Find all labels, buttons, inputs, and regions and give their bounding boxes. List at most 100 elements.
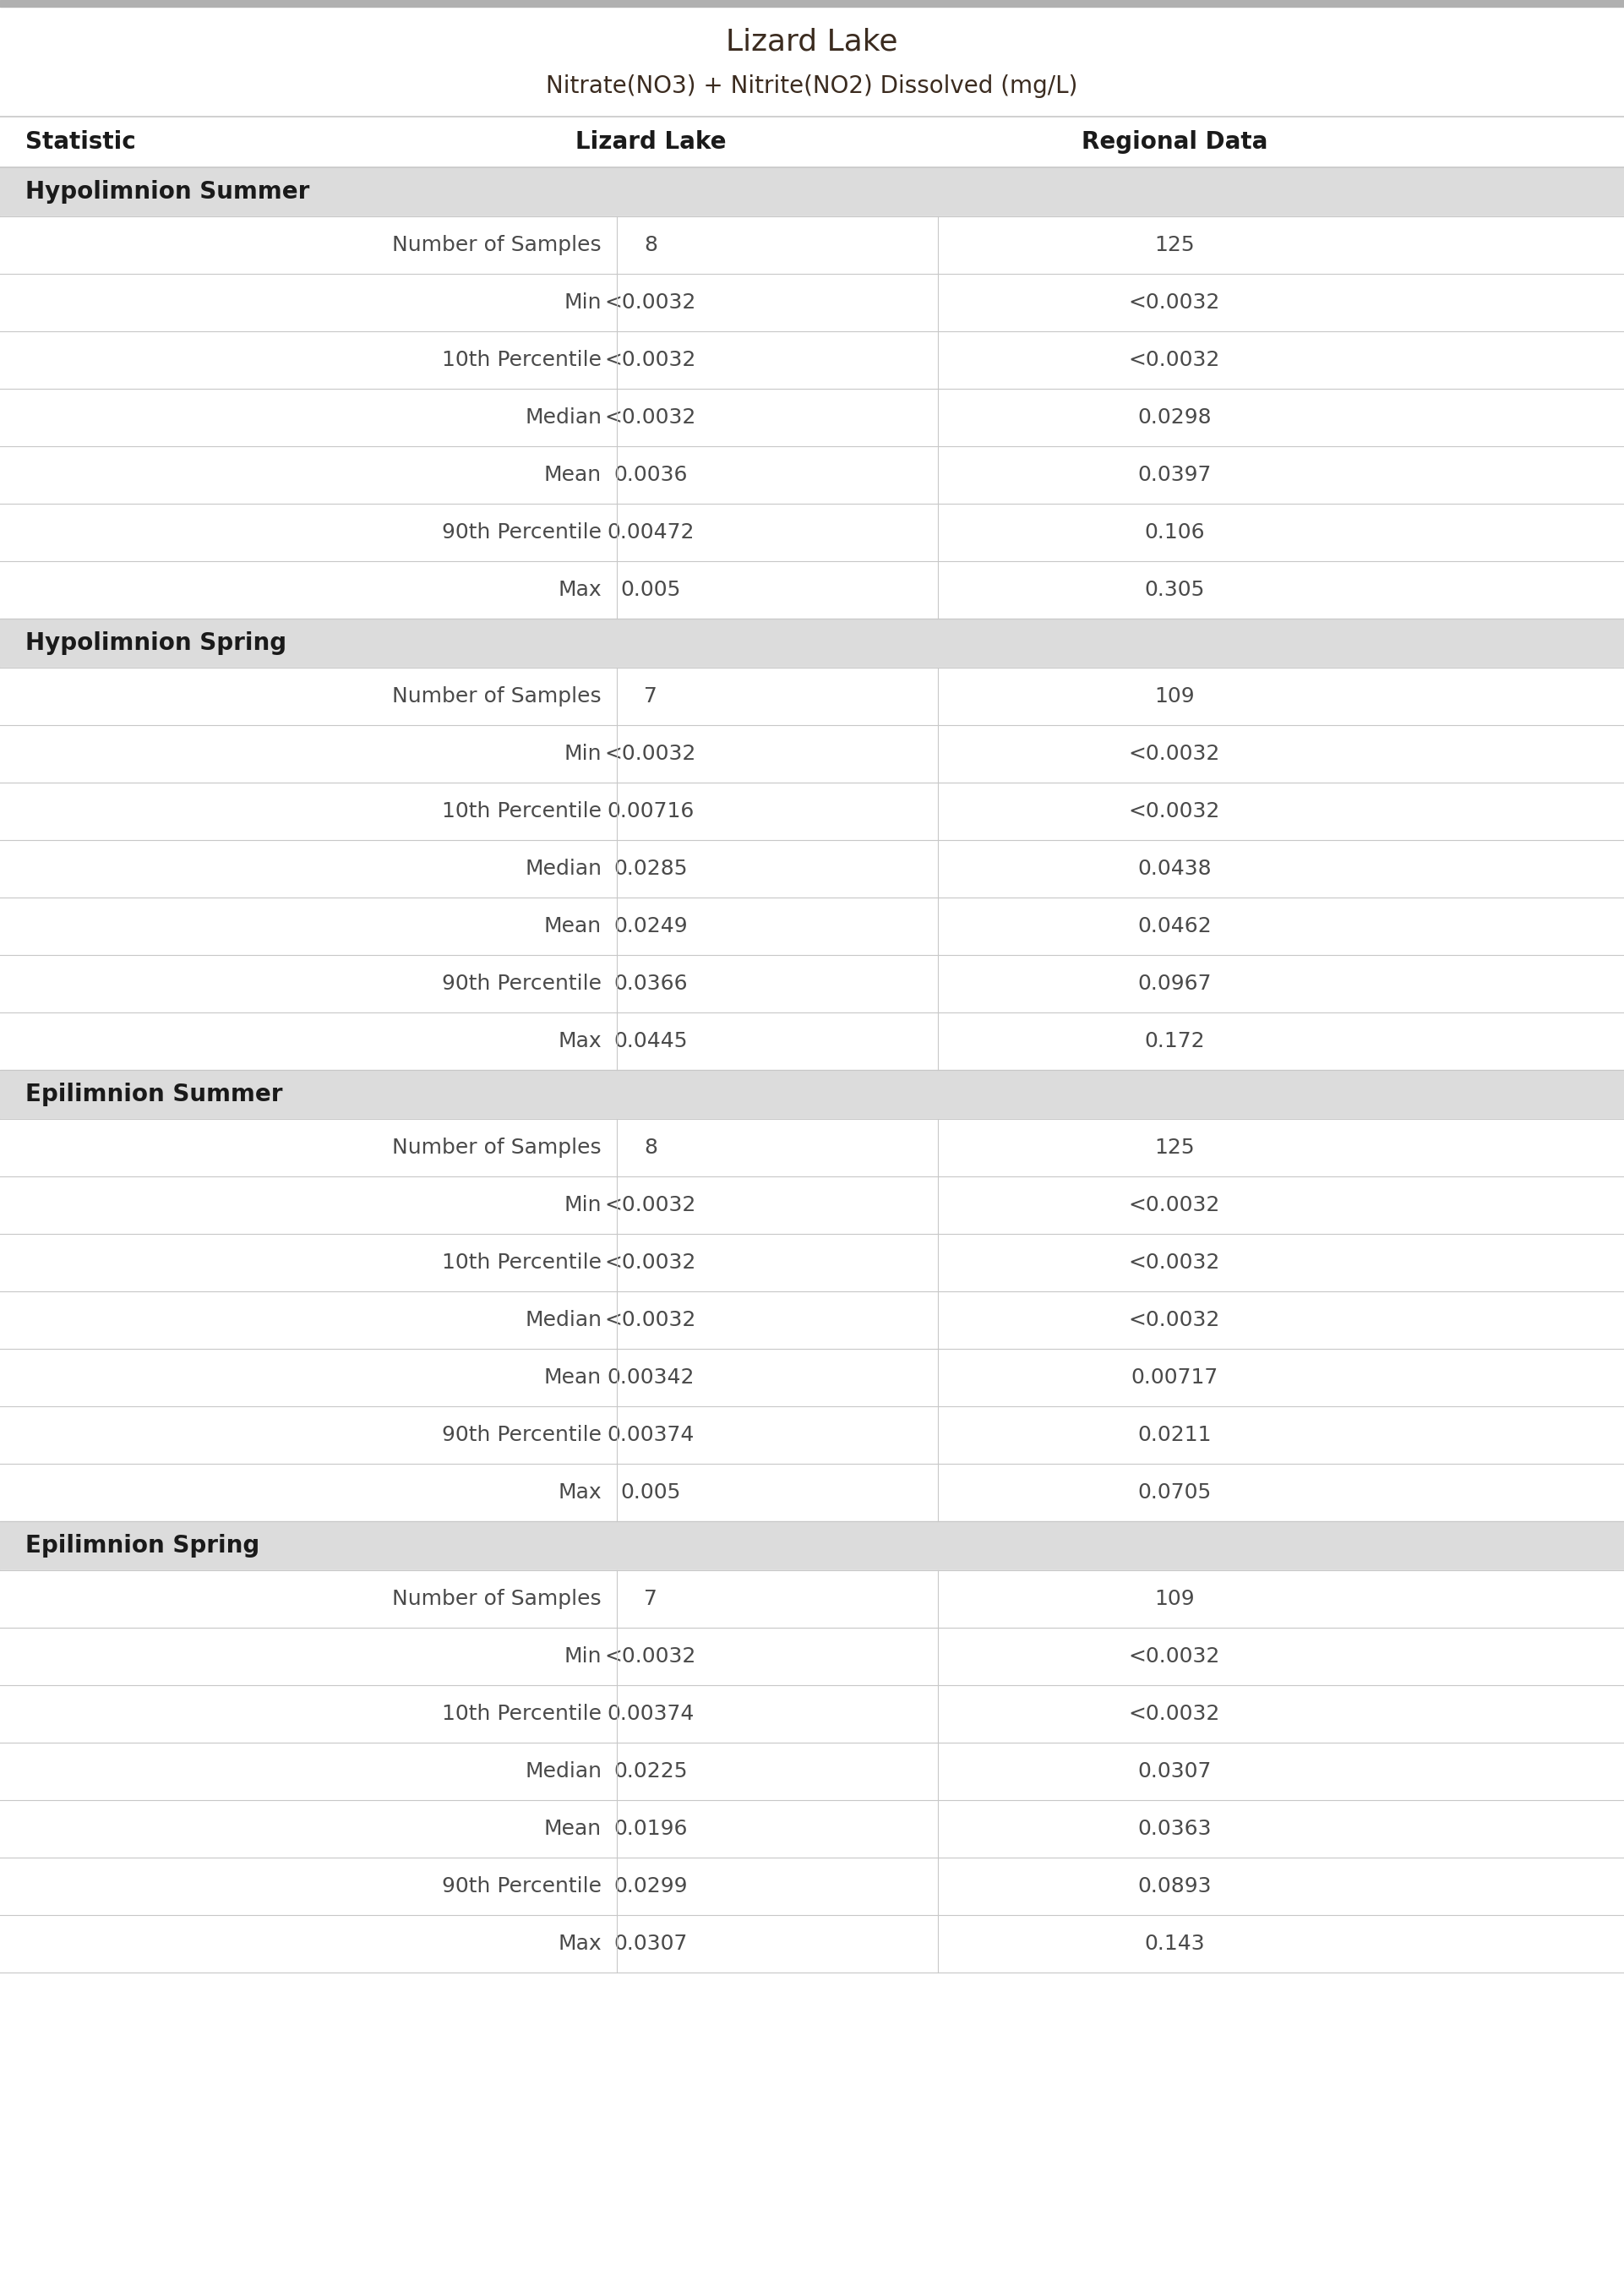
- Text: Number of Samples: Number of Samples: [393, 234, 601, 254]
- Text: 0.0299: 0.0299: [614, 1877, 687, 1895]
- Text: 8: 8: [643, 234, 658, 254]
- Text: <0.0032: <0.0032: [604, 1253, 697, 1273]
- Text: 0.106: 0.106: [1145, 522, 1205, 543]
- Bar: [0, 783, 1624, 840]
- Text: 10th Percentile: 10th Percentile: [442, 350, 601, 370]
- Text: <0.0032: <0.0032: [604, 1310, 697, 1330]
- Text: 90th Percentile: 90th Percentile: [442, 1877, 601, 1895]
- Text: <0.0032: <0.0032: [604, 350, 697, 370]
- Text: 0.143: 0.143: [1145, 1934, 1205, 1954]
- Text: 0.00472: 0.00472: [607, 522, 695, 543]
- Text: Lizard Lake: Lizard Lake: [726, 27, 898, 57]
- Text: 109: 109: [1155, 686, 1195, 706]
- Text: 0.0285: 0.0285: [614, 858, 687, 878]
- Text: 0.0196: 0.0196: [614, 1818, 687, 1839]
- Text: Mean: Mean: [544, 1818, 601, 1839]
- Text: Mean: Mean: [544, 917, 601, 938]
- Text: 0.305: 0.305: [1145, 579, 1205, 599]
- Text: 0.0298: 0.0298: [1137, 406, 1212, 427]
- Text: <0.0032: <0.0032: [604, 1194, 697, 1214]
- Bar: [0, 1176, 1624, 1235]
- Text: Hypolimnion Summer: Hypolimnion Summer: [26, 179, 310, 204]
- Text: Median: Median: [525, 406, 601, 427]
- Bar: [0, 724, 1624, 783]
- Text: <0.0032: <0.0032: [1129, 1705, 1220, 1723]
- Bar: [0, 1521, 1624, 1571]
- Text: 0.0705: 0.0705: [1138, 1482, 1212, 1503]
- Text: <0.0032: <0.0032: [1129, 1194, 1220, 1214]
- Text: 90th Percentile: 90th Percentile: [442, 1426, 601, 1446]
- Text: Nitrate(NO3) + Nitrite(NO2) Dissolved (mg/L): Nitrate(NO3) + Nitrite(NO2) Dissolved (m…: [546, 75, 1078, 98]
- Text: <0.0032: <0.0032: [1129, 745, 1220, 765]
- Bar: [0, 1292, 1624, 1348]
- Bar: [0, 1800, 1624, 1857]
- Bar: [0, 275, 1624, 331]
- Text: Epilimnion Summer: Epilimnion Summer: [26, 1083, 283, 1105]
- Text: 0.0397: 0.0397: [1137, 465, 1212, 486]
- Text: 0.172: 0.172: [1145, 1031, 1205, 1051]
- Bar: [0, 1119, 1624, 1176]
- Text: 8: 8: [643, 1137, 658, 1158]
- Text: 0.0211: 0.0211: [1137, 1426, 1212, 1446]
- Bar: [0, 1916, 1624, 1973]
- Bar: [0, 840, 1624, 897]
- Bar: [0, 504, 1624, 561]
- Text: 0.00342: 0.00342: [607, 1367, 695, 1387]
- Text: <0.0032: <0.0032: [1129, 1253, 1220, 1273]
- Text: 109: 109: [1155, 1589, 1195, 1609]
- Text: 0.0036: 0.0036: [614, 465, 687, 486]
- Text: Number of Samples: Number of Samples: [393, 686, 601, 706]
- Text: Min: Min: [564, 1194, 601, 1214]
- Text: Min: Min: [564, 745, 601, 765]
- Bar: [0, 1235, 1624, 1292]
- Text: <0.0032: <0.0032: [1129, 293, 1220, 313]
- Text: 0.00374: 0.00374: [607, 1705, 695, 1723]
- Bar: [0, 561, 1624, 620]
- Text: Epilimnion Spring: Epilimnion Spring: [26, 1535, 260, 1557]
- Text: <0.0032: <0.0032: [1129, 1646, 1220, 1666]
- Text: <0.0032: <0.0032: [604, 293, 697, 313]
- Text: 0.0366: 0.0366: [614, 974, 687, 994]
- Bar: [0, 216, 1624, 275]
- Text: Max: Max: [559, 579, 601, 599]
- Bar: [0, 956, 1624, 1012]
- Text: 0.0893: 0.0893: [1137, 1877, 1212, 1895]
- Text: <0.0032: <0.0032: [604, 745, 697, 765]
- Bar: [0, 388, 1624, 447]
- Text: Max: Max: [559, 1934, 601, 1954]
- Text: Max: Max: [559, 1031, 601, 1051]
- Bar: [0, 1464, 1624, 1521]
- Text: <0.0032: <0.0032: [1129, 350, 1220, 370]
- Text: Number of Samples: Number of Samples: [393, 1589, 601, 1609]
- Bar: [0, 7, 1624, 116]
- Bar: [0, 1407, 1624, 1464]
- Bar: [0, 1684, 1624, 1743]
- Text: <0.0032: <0.0032: [1129, 801, 1220, 822]
- Text: 0.00717: 0.00717: [1130, 1367, 1218, 1387]
- Bar: [0, 0, 1624, 7]
- Text: Max: Max: [559, 1482, 601, 1503]
- Text: 0.0438: 0.0438: [1137, 858, 1212, 878]
- Text: 0.0445: 0.0445: [614, 1031, 687, 1051]
- Text: <0.0032: <0.0032: [1129, 1310, 1220, 1330]
- Text: 0.00716: 0.00716: [607, 801, 695, 822]
- Text: Mean: Mean: [544, 1367, 601, 1387]
- Text: 0.0462: 0.0462: [1137, 917, 1212, 938]
- Text: Median: Median: [525, 1762, 601, 1782]
- Text: 10th Percentile: 10th Percentile: [442, 801, 601, 822]
- Text: Min: Min: [564, 293, 601, 313]
- Text: 10th Percentile: 10th Percentile: [442, 1253, 601, 1273]
- Text: Hypolimnion Spring: Hypolimnion Spring: [26, 631, 286, 656]
- Bar: [0, 1743, 1624, 1800]
- Bar: [0, 116, 1624, 168]
- Text: Regional Data: Regional Data: [1082, 129, 1268, 154]
- Bar: [0, 620, 1624, 667]
- Bar: [0, 667, 1624, 724]
- Text: 0.005: 0.005: [620, 579, 680, 599]
- Bar: [0, 168, 1624, 216]
- Text: Mean: Mean: [544, 465, 601, 486]
- Text: 125: 125: [1155, 234, 1195, 254]
- Text: 0.00374: 0.00374: [607, 1426, 695, 1446]
- Text: <0.0032: <0.0032: [604, 1646, 697, 1666]
- Text: 0.0225: 0.0225: [614, 1762, 687, 1782]
